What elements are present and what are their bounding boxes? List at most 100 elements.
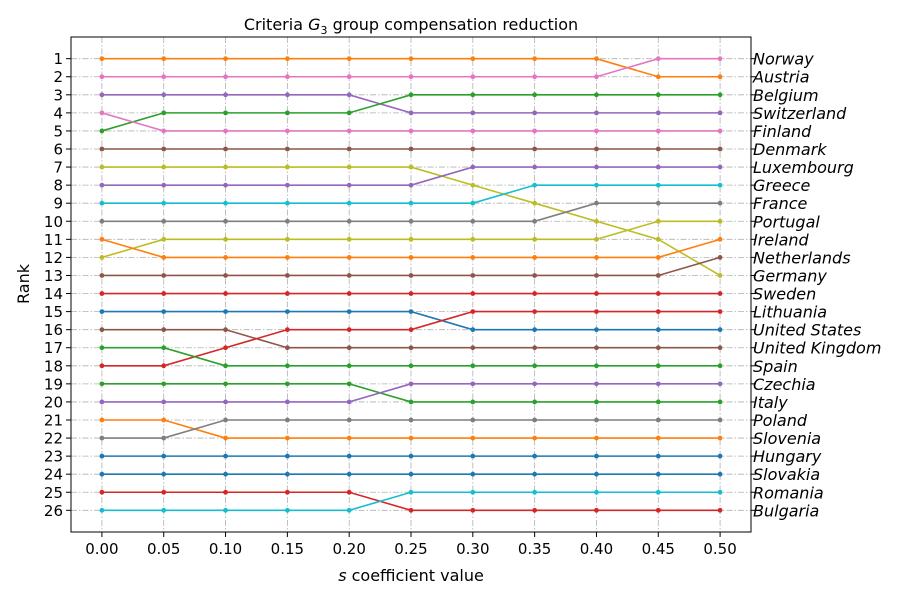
y-tick-label: 14 <box>44 285 63 303</box>
data-point <box>161 128 167 134</box>
data-point <box>223 345 228 351</box>
data-point <box>594 507 599 513</box>
data-point <box>532 489 538 495</box>
data-point <box>594 236 599 242</box>
country-label: Denmark <box>753 140 827 159</box>
data-point <box>470 56 476 62</box>
data-point <box>408 309 414 314</box>
data-point <box>408 182 414 188</box>
data-point <box>99 56 105 62</box>
y-axis-label: Rank <box>14 263 33 304</box>
data-point <box>655 309 661 314</box>
data-point <box>284 255 290 260</box>
series-2 <box>99 56 723 80</box>
data-point <box>594 92 599 98</box>
x-tick-label: 0.20 <box>332 540 365 558</box>
data-point <box>717 417 723 423</box>
data-point <box>161 489 167 495</box>
data-point <box>532 164 538 170</box>
data-point <box>717 489 723 495</box>
x-tick-label: 0.00 <box>85 540 118 558</box>
data-point <box>532 236 538 242</box>
data-point <box>99 399 105 405</box>
data-point <box>346 182 352 188</box>
data-point <box>408 435 414 441</box>
data-point <box>99 489 105 495</box>
data-point <box>99 128 105 134</box>
y-tick-label: 22 <box>44 430 63 448</box>
data-point <box>99 453 105 459</box>
data-point <box>99 255 105 260</box>
data-point <box>284 363 290 369</box>
country-label: Hungary <box>753 447 822 466</box>
data-point <box>532 327 538 333</box>
series-26 <box>99 489 723 513</box>
y-tick-label: 8 <box>53 177 63 195</box>
country-label: Slovakia <box>753 465 820 484</box>
data-point <box>161 309 167 314</box>
country-label: United States <box>753 321 861 340</box>
data-point <box>594 471 599 477</box>
series-1 <box>99 56 723 80</box>
data-point <box>223 399 228 405</box>
data-point <box>99 345 105 351</box>
data-point <box>346 489 352 495</box>
y-tick-label: 6 <box>53 141 63 159</box>
data-point <box>408 489 414 495</box>
y-tick-label: 15 <box>44 303 63 321</box>
data-point <box>470 417 476 423</box>
data-point <box>717 309 723 314</box>
y-tick-label: 25 <box>44 484 63 502</box>
series-21 <box>99 417 723 441</box>
series-16 <box>99 327 723 351</box>
data-point <box>594 399 599 405</box>
data-point <box>717 146 723 152</box>
country-label: Norway <box>753 50 814 69</box>
series-11 <box>99 218 723 260</box>
data-point <box>99 110 105 116</box>
country-label: France <box>753 194 808 213</box>
data-point <box>717 453 723 459</box>
data-point <box>532 218 538 224</box>
data-point <box>594 273 599 278</box>
data-point <box>99 417 105 423</box>
data-point <box>346 110 352 116</box>
country-label: Slovenia <box>753 429 821 448</box>
data-point <box>284 164 290 170</box>
data-point <box>346 218 352 224</box>
data-point <box>532 363 538 369</box>
data-point <box>594 435 599 441</box>
country-label: Luxembourg <box>753 158 854 177</box>
data-point <box>717 471 723 477</box>
data-point <box>594 363 599 369</box>
data-point <box>161 435 167 441</box>
country-label: Poland <box>753 411 808 430</box>
y-tick-label: 12 <box>44 249 63 267</box>
series-18 <box>99 345 723 369</box>
data-point <box>470 200 476 206</box>
data-point <box>408 471 414 477</box>
data-point <box>99 381 105 387</box>
data-point <box>655 92 661 98</box>
data-point <box>223 507 228 513</box>
data-point <box>717 182 723 188</box>
data-point <box>346 363 352 369</box>
data-point <box>717 291 723 296</box>
country-label: Italy <box>753 393 788 412</box>
data-point <box>655 164 661 170</box>
data-point <box>284 236 290 242</box>
data-point <box>532 255 538 260</box>
data-point <box>223 110 228 116</box>
country-label: Austria <box>752 68 810 87</box>
data-point <box>408 327 414 333</box>
series-5 <box>99 110 723 134</box>
data-point <box>594 74 599 80</box>
data-point <box>284 146 290 152</box>
y-tick-label: 2 <box>53 68 63 86</box>
x-tick-label: 0.35 <box>518 540 551 558</box>
data-point <box>99 363 105 369</box>
y-tick-label: 1 <box>53 50 63 68</box>
series-3 <box>99 92 723 116</box>
data-point <box>161 236 167 242</box>
data-point <box>99 471 105 477</box>
